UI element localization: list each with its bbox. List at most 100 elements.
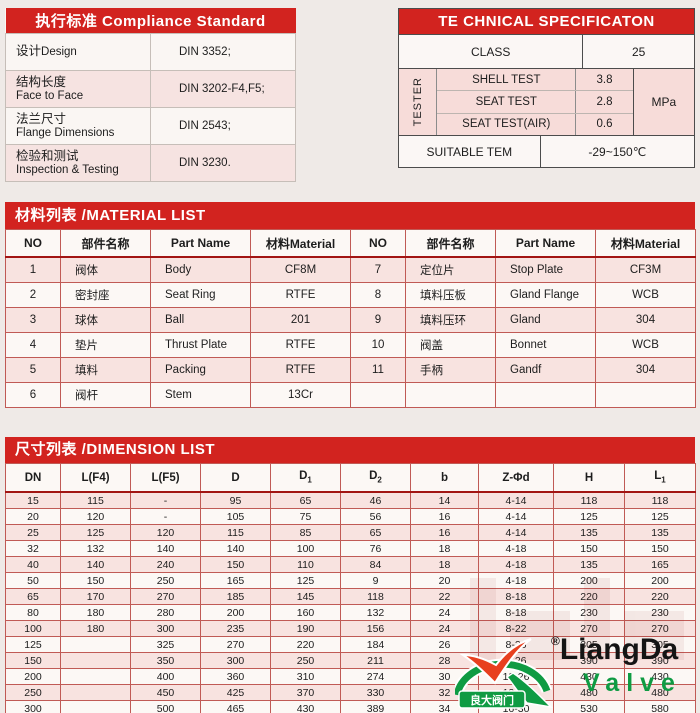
table-row: 40 140 240 150 110 84 18 4-18 135 165 [5, 556, 696, 573]
table-cell: 235 [200, 620, 271, 637]
material-table-body: 1 阀体 Body CF8M 7 定位片 Stop Plate CF3M 2 密封座 Seat Ri… [5, 256, 696, 408]
table-cell: 150 [60, 572, 131, 589]
table-cell: CF3M [595, 256, 696, 283]
table-row: 200 400 360 310 274 30 12-26 430 430 [5, 668, 696, 685]
table-cell: 200 [624, 572, 696, 589]
table-row: 4 垫片 Thrust Plate RTFE 10 阀盖 Bonnet WCB [5, 332, 696, 358]
material-list-title: 材料列表 /MATERIAL LIST [5, 202, 695, 229]
table-cell: 220 [553, 588, 625, 605]
column-header: b [410, 463, 479, 493]
table-cell: 9 [340, 572, 411, 589]
table-cell [350, 382, 406, 408]
table-cell: 304 [595, 357, 696, 383]
table-cell: 350 [130, 652, 201, 669]
table-cell: 430 [270, 700, 341, 713]
suitable-temperature-row: SUITABLE TEM -29~150℃ [399, 135, 694, 167]
class-row: CLASS 25 [399, 34, 694, 68]
table-cell: 28 [410, 652, 479, 669]
table-cell: 145 [270, 588, 341, 605]
table-cell: 304 [595, 307, 696, 333]
table-cell: 400 [130, 668, 201, 685]
compliance-title: 执行标准 Compliance Standard [5, 8, 296, 34]
shell-test-value: 3.8 [596, 73, 613, 86]
table-cell: 156 [340, 620, 411, 637]
column-header: L(F5) [130, 463, 201, 493]
compliance-standard-table: 执行标准 Compliance Standard 设计Design DIN 33… [5, 8, 296, 182]
table-cell: 180 [60, 620, 131, 637]
table-cell: Stop Plate [495, 256, 596, 283]
table-cell: 120 [130, 524, 201, 541]
column-header: L(F4) [60, 463, 131, 493]
table-cell: 34 [410, 700, 479, 713]
table-cell: 250 [270, 652, 341, 669]
table-cell: 360 [200, 668, 271, 685]
class-value: 25 [632, 44, 646, 59]
table-cell: - [130, 508, 201, 525]
table-cell: 22 [410, 588, 479, 605]
table-cell: 16 [410, 508, 479, 525]
table-cell: 430 [624, 668, 696, 685]
table-row: 5 填料 Packing RTFE 11 手柄 Gandf 304 [5, 357, 696, 383]
table-cell: 530 [553, 700, 625, 713]
table-row: 50 150 250 165 125 9 20 4-18 200 200 [5, 572, 696, 589]
table-cell: 100 [270, 540, 341, 557]
table-cell: 500 [130, 700, 201, 713]
column-header: D1 [270, 463, 341, 493]
table-cell: WCB [595, 282, 696, 308]
table-cell [60, 684, 131, 701]
table-cell: 118 [340, 588, 411, 605]
table-cell [60, 700, 131, 713]
table-cell: 160 [270, 604, 341, 621]
table-cell: 165 [624, 556, 696, 573]
column-header: L1 [624, 463, 696, 493]
table-cell: 230 [553, 604, 625, 621]
table-cell: Gland [495, 307, 596, 333]
table-cell: 211 [340, 652, 411, 669]
table-cell: 4-14 [478, 524, 554, 541]
table-cell: 140 [200, 540, 271, 557]
dimension-table-body: 15 115-95 65 46 14 4-14 118 118 20 120-105 75 56 16 4… [5, 491, 696, 713]
table-cell: 370 [270, 684, 341, 701]
table-cell: 84 [340, 556, 411, 573]
table-cell: 389 [340, 700, 411, 713]
table-cell: 330 [340, 684, 411, 701]
table-cell [595, 382, 696, 408]
table-row: 1 阀体 Body CF8M 7 定位片 Stop Plate CF3M [5, 256, 696, 283]
table-cell: 20 [5, 508, 61, 525]
table-cell: 30 [410, 668, 479, 685]
column-header: Part Name [495, 229, 596, 258]
table-cell: 250 [5, 684, 61, 701]
table-cell: 140 [130, 540, 201, 557]
dimension-list-table: DN L(F4) L(F5) D D1 D2 b Z-Φd H L1 15 115-95 65 46 14… [5, 463, 696, 713]
table-cell: Thrust Plate [150, 332, 251, 358]
table-cell: 118 [553, 491, 625, 509]
table-cell: 184 [340, 636, 411, 653]
table-cell: 300 [200, 652, 271, 669]
compliance-label-flange-dimensions: 法兰尺寸 Flange Dimensions [5, 107, 151, 145]
table-cell: 220 [270, 636, 341, 653]
shell-test-label: SHELL TEST [437, 69, 577, 91]
table-cell: 4-14 [478, 508, 554, 525]
table-row: 3 球体 Ball 201 9 填料压环 Gland 304 [5, 307, 696, 333]
table-cell: RTFE [250, 357, 351, 383]
table-row: 150 350 300 250 211 28 8-26 390 390 [5, 652, 696, 669]
table-cell: 32 [410, 684, 479, 701]
table-cell: 50 [5, 572, 61, 589]
table-cell: 填料压环 [405, 307, 496, 333]
table-row: SEAT TEST 2.8 [437, 91, 633, 114]
table-cell: 9 [350, 307, 406, 333]
tester-vertical-label: TESTER [411, 77, 424, 127]
table-cell: 280 [130, 604, 201, 621]
table-cell: 125 [624, 508, 696, 525]
table-cell: 8-26 [478, 636, 554, 653]
compliance-value-face-to-face: DIN 3202-F4,F5; [150, 70, 296, 108]
table-cell: Stem [150, 382, 251, 408]
table-cell: 85 [270, 524, 341, 541]
table-cell: Seat Ring [150, 282, 251, 308]
dimension-list-section: 尺寸列表 /DIMENSION LIST DN L(F4) L(F5) D D1 D2 b Z… [5, 437, 696, 713]
table-cell: 430 [553, 668, 625, 685]
table-cell: 220 [624, 588, 696, 605]
table-cell: 8-18 [478, 604, 554, 621]
table-cell: 32 [5, 540, 61, 557]
table-cell: 125 [553, 508, 625, 525]
